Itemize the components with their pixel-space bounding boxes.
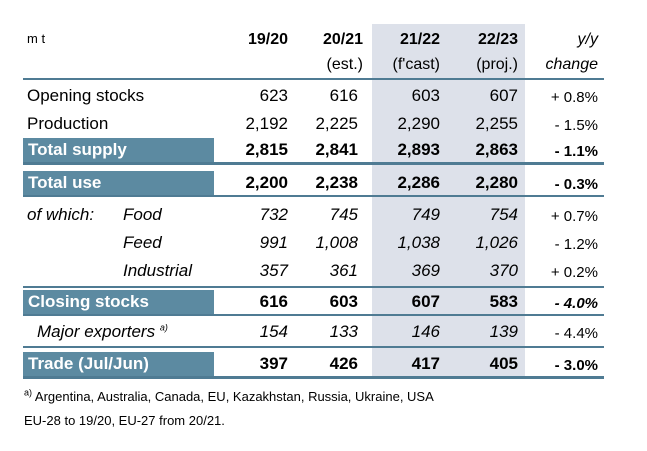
change-opening-stocks: + 0.8% <box>550 89 598 106</box>
industrial-rule <box>23 286 604 288</box>
value-trade-1920: 397 <box>259 354 288 373</box>
value-total-supply-2223: 2,863 <box>475 140 518 159</box>
value-total-use-2223: 2,280 <box>475 173 518 192</box>
value-production-1920: 2,192 <box>245 114 288 133</box>
row-label-closing-stocks: Closing stocks <box>28 292 149 311</box>
value-industrial-2122: 369 <box>411 261 440 280</box>
value-major-exporters-2122: 146 <box>411 322 440 341</box>
major-exporters-rule <box>23 346 604 348</box>
value-feed-2223: 1,026 <box>475 233 518 252</box>
value-trade-2122: 417 <box>411 354 440 373</box>
row-label-production: Production <box>27 114 109 133</box>
value-trade-2223: 405 <box>489 354 518 373</box>
value-major-exporters-2021: 133 <box>329 322 358 341</box>
total-supply-bar: Total supply <box>23 138 214 162</box>
value-total-supply-2021: 2,841 <box>315 140 358 159</box>
total-supply-rule <box>23 162 604 165</box>
value-feed-1920: 991 <box>259 233 288 252</box>
value-food-2021: 745 <box>329 205 358 224</box>
header-rule <box>23 78 604 80</box>
value-trade-2021: 426 <box>329 354 358 373</box>
value-closing-stocks-2223: 583 <box>489 292 518 311</box>
total-use-rule <box>23 195 604 197</box>
value-production-2122: 2,290 <box>397 114 440 133</box>
col-header-2021-sub: (est.) <box>326 56 363 73</box>
footnote-a-text: Argentina, Australia, Canada, EU, Kazakh… <box>32 389 434 404</box>
value-total-supply-2122: 2,893 <box>397 140 440 159</box>
change-food: + 0.7% <box>550 208 598 225</box>
footnote-a-mark: a) <box>24 387 33 398</box>
closing-stocks-bar: Closing stocks <box>23 290 214 314</box>
value-total-supply-1920: 2,815 <box>245 140 288 159</box>
change-trade: - 3.0% <box>554 357 598 374</box>
total-use-bar: Total use <box>23 171 214 195</box>
value-feed-2021: 1,008 <box>315 233 358 252</box>
row-label-feed: Feed <box>123 233 162 252</box>
value-industrial-1920: 357 <box>259 261 288 280</box>
value-industrial-2021: 361 <box>329 261 358 280</box>
row-label-food: Food <box>123 205 162 224</box>
value-feed-2122: 1,038 <box>397 233 440 252</box>
forecast-shading <box>372 24 525 378</box>
row-label-trade: Trade (Jul/Jun) <box>28 354 149 373</box>
col-header-2223-sub: (proj.) <box>476 56 518 73</box>
col-header-2223: 22/23 <box>477 31 518 48</box>
change-total-supply: - 1.1% <box>554 143 598 160</box>
change-total-use: - 0.3% <box>554 176 598 193</box>
col-header-1920: 19/20 <box>247 31 288 48</box>
value-opening-stocks-2122: 603 <box>411 86 440 105</box>
change-production: - 1.5% <box>554 117 598 134</box>
change-closing-stocks: - 4.0% <box>554 295 598 312</box>
value-food-2122: 749 <box>411 205 440 224</box>
closing-stocks-rule <box>23 314 604 316</box>
value-food-1920: 732 <box>259 205 288 224</box>
major-exporters-text: Major exporters <box>37 322 156 341</box>
value-production-2223: 2,255 <box>475 114 518 133</box>
trade-rule <box>23 376 604 379</box>
footnote-a: a) Argentina, Australia, Canada, EU, Kaz… <box>24 387 434 405</box>
col-header-yy: y/y <box>577 31 598 48</box>
value-closing-stocks-1920: 616 <box>259 292 288 311</box>
footnote-eu: EU-28 to 19/20, EU-27 from 20/21. <box>24 413 225 428</box>
row-label-major-exporters: Major exporters a) <box>37 322 168 342</box>
change-industrial: + 0.2% <box>550 264 598 281</box>
value-food-2223: 754 <box>489 205 518 224</box>
col-header-2122-sub: (f'cast) <box>392 56 441 73</box>
value-opening-stocks-1920: 623 <box>259 86 288 105</box>
row-label-industrial: Industrial <box>123 261 192 280</box>
footnote-marker-a: a) <box>159 322 168 333</box>
value-opening-stocks-2223: 607 <box>489 86 518 105</box>
change-feed: - 1.2% <box>554 236 598 253</box>
of-which-label: of which: <box>27 205 95 224</box>
col-header-2122: 21/22 <box>399 31 440 48</box>
row-label-total-use: Total use <box>28 173 102 192</box>
value-total-use-2021: 2,238 <box>315 173 358 192</box>
value-closing-stocks-2021: 603 <box>329 292 358 311</box>
change-major-exporters: - 4.4% <box>554 325 598 342</box>
value-industrial-2223: 370 <box>489 261 518 280</box>
value-production-2021: 2,225 <box>315 114 358 133</box>
value-total-use-1920: 2,200 <box>245 173 288 192</box>
value-closing-stocks-2122: 607 <box>411 292 440 311</box>
value-total-use-2122: 2,286 <box>397 173 440 192</box>
value-major-exporters-2223: 139 <box>489 322 518 341</box>
value-major-exporters-1920: 154 <box>259 322 288 341</box>
row-label-total-supply: Total supply <box>28 140 127 159</box>
trade-bar: Trade (Jul/Jun) <box>23 352 214 376</box>
value-opening-stocks-2021: 616 <box>329 86 358 105</box>
col-header-change: change <box>545 56 599 73</box>
unit-label: m t <box>27 31 46 46</box>
col-header-2021: 20/21 <box>322 31 363 48</box>
row-label-opening-stocks: Opening stocks <box>27 86 145 105</box>
